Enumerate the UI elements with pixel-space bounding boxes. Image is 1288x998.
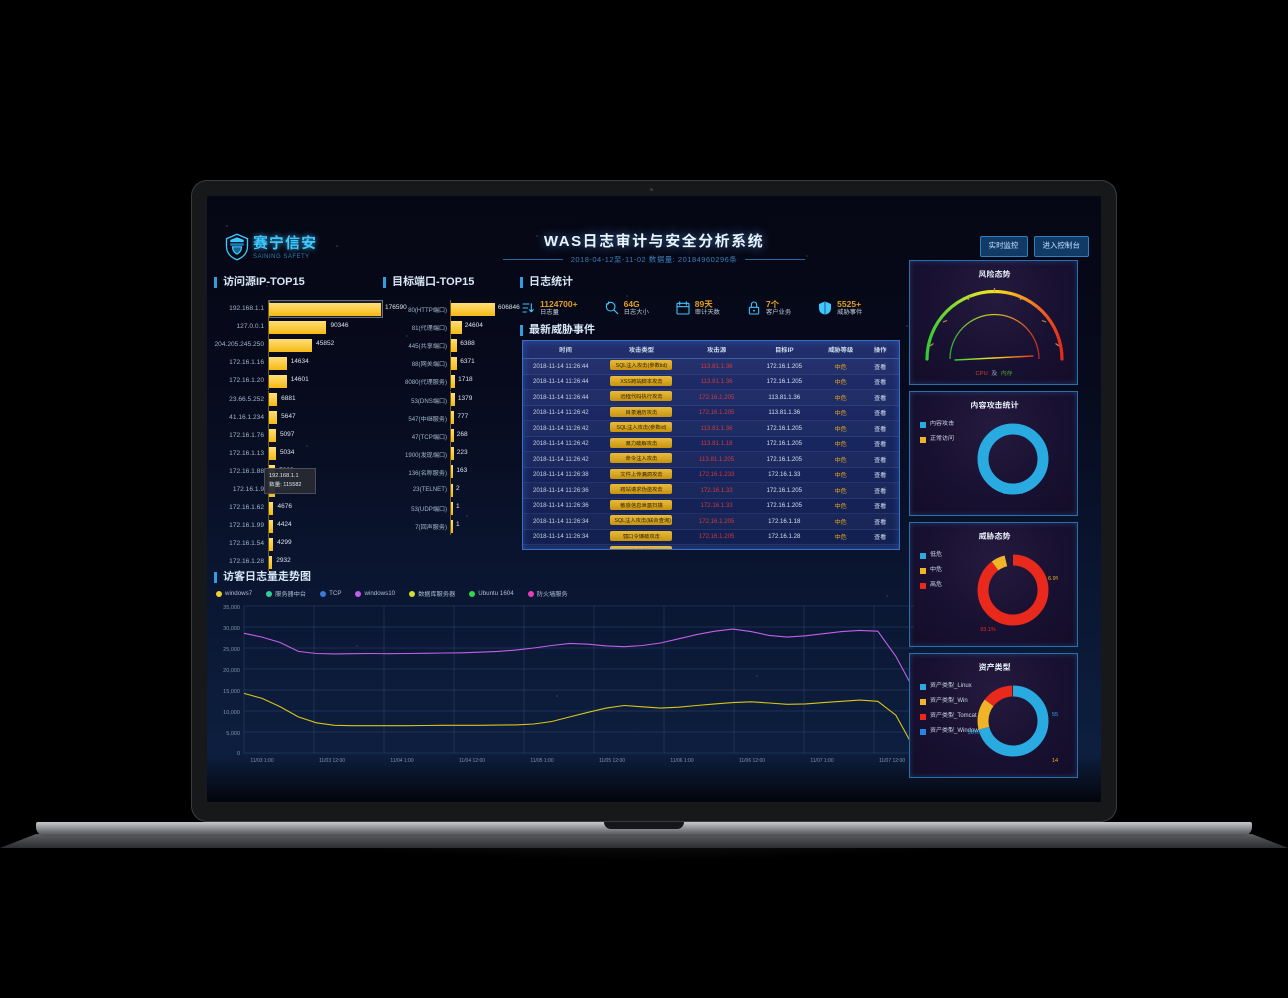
svg-text:6.9%: 6.9%: [1048, 576, 1058, 582]
svg-text:10,000: 10,000: [223, 710, 240, 716]
svg-text:15.36%: 15.36%: [968, 730, 979, 736]
svg-text:11/05 12:00: 11/05 12:00: [599, 758, 625, 764]
svg-text:11/06 1:00: 11/06 1:00: [670, 758, 693, 764]
svg-text:11/03 1:00: 11/03 1:00: [250, 758, 273, 764]
svg-text:11/03 12:00: 11/03 12:00: [319, 758, 345, 764]
svg-text:15,000: 15,000: [223, 689, 240, 695]
svg-text:11/07 12:00: 11/07 12:00: [879, 758, 905, 764]
svg-text:11/05 1:00: 11/05 1:00: [530, 758, 553, 764]
svg-text:5,000: 5,000: [226, 731, 240, 737]
svg-text:0: 0: [237, 751, 240, 757]
svg-text:14.2%: 14.2%: [1052, 758, 1058, 764]
svg-text:30,000: 30,000: [223, 626, 240, 632]
svg-text:25,000: 25,000: [223, 647, 240, 653]
svg-text:93.1%: 93.1%: [980, 627, 996, 633]
svg-text:11/06 12:00: 11/06 12:00: [739, 758, 765, 764]
svg-text:11/04 1:00: 11/04 1:00: [390, 758, 413, 764]
svg-text:99.88%: 99.88%: [1003, 490, 1024, 496]
svg-text:11/04 12:00: 11/04 12:00: [459, 758, 485, 764]
svg-text:11/07 1:00: 11/07 1:00: [810, 758, 833, 764]
svg-text:55.37%: 55.37%: [1052, 712, 1058, 718]
svg-text:CPU 及: CPU 及 内存: [976, 370, 1013, 377]
svg-text:20,000: 20,000: [223, 668, 240, 674]
svg-text:35,000: 35,000: [223, 605, 240, 611]
